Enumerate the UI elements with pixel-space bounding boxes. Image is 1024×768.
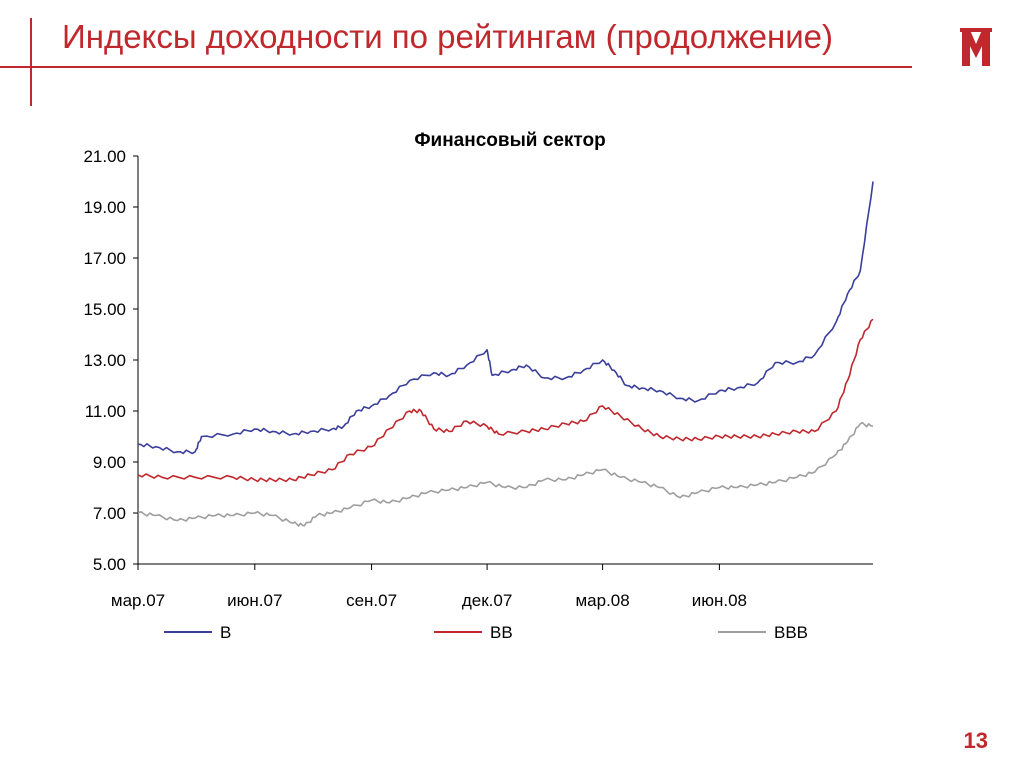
title-accent-vertical-line — [30, 18, 32, 106]
x-tick-label: мар.07 — [111, 591, 165, 610]
series-line-b — [137, 181, 874, 455]
y-tick-label: 15.00 — [83, 300, 126, 319]
page-number: 13 — [963, 728, 988, 753]
x-tick-label: сен.07 — [346, 591, 397, 610]
chart-title: Финансовый сектор — [414, 130, 606, 151]
x-tick-label: мар.08 — [575, 591, 629, 610]
y-tick-label: 5.00 — [93, 555, 126, 574]
x-tick-label: июн.08 — [692, 591, 747, 610]
slide-title: Индексы доходности по рейтингам (продолж… — [62, 18, 834, 55]
title-underline — [0, 66, 912, 68]
m-logo-icon — [960, 28, 992, 66]
y-tick-label: 21.00 — [83, 147, 126, 166]
x-tick-label: дек.07 — [462, 591, 512, 610]
legend-label-bbb: BBB — [774, 623, 808, 642]
legend-label-b: B — [220, 623, 231, 642]
legend-label-bb: BB — [490, 623, 513, 642]
y-tick-label: 17.00 — [83, 249, 126, 268]
series-line-bb — [137, 318, 874, 483]
y-tick-label: 19.00 — [83, 198, 126, 217]
series-line-bbb — [137, 421, 874, 527]
x-tick-label: июн.07 — [227, 591, 282, 610]
y-tick-label: 13.00 — [83, 351, 126, 370]
y-tick-label: 7.00 — [93, 504, 126, 523]
y-tick-label: 9.00 — [93, 453, 126, 472]
y-tick-label: 11.00 — [85, 402, 126, 421]
